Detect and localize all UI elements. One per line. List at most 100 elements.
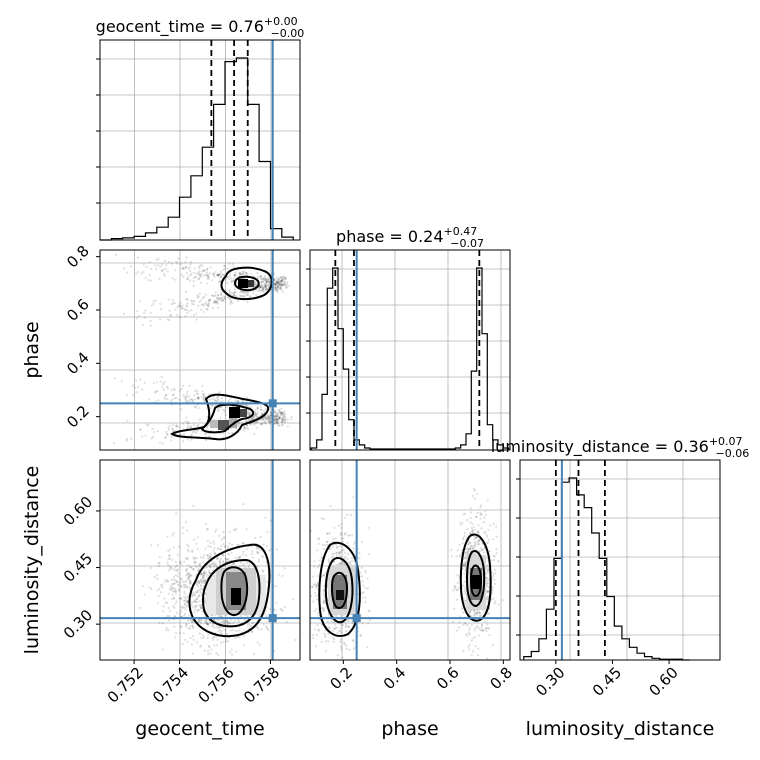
sample-point [191, 302, 194, 306]
sample-point [353, 541, 357, 544]
sample-point [222, 622, 225, 625]
sample-point [287, 284, 290, 287]
sample-point [256, 550, 259, 554]
sample-point [368, 619, 372, 622]
sample-point [280, 608, 283, 611]
sample-point [186, 640, 189, 643]
sample-point [203, 269, 207, 272]
sample-point [480, 512, 483, 516]
sample-point [275, 417, 278, 420]
sample-point [175, 314, 179, 317]
sample-point [264, 286, 267, 289]
sample-point [257, 552, 260, 555]
sample-point [194, 432, 197, 435]
sample-point [190, 309, 193, 312]
sample-point [274, 284, 277, 287]
sample-point [468, 629, 471, 632]
sample-point [256, 276, 259, 279]
sample-point [165, 578, 168, 581]
sample-point [257, 407, 260, 410]
sample-point [212, 397, 215, 400]
sample-point [495, 548, 498, 551]
sample-point [225, 632, 228, 635]
sample-point [179, 301, 182, 305]
sample-point [142, 270, 145, 274]
sample-point [177, 589, 180, 592]
sample-point [156, 577, 159, 581]
yticks-lumdist: 0.300.450.60 [60, 493, 100, 642]
sample-point [222, 273, 225, 277]
sample-point [333, 526, 336, 530]
sample-point [161, 622, 164, 625]
sample-point [262, 418, 265, 421]
sample-point [226, 633, 229, 636]
sample-point [268, 281, 271, 284]
sample-point [203, 571, 206, 574]
sample-point [193, 600, 196, 603]
sample-point [181, 606, 184, 610]
sample-point [279, 411, 282, 414]
sample-point [187, 550, 190, 553]
sample-point [473, 545, 476, 548]
sample-point [186, 572, 189, 575]
sample-point [212, 563, 215, 566]
sample-point [170, 584, 173, 587]
sample-point [238, 556, 241, 559]
sample-point [359, 634, 362, 638]
sample-point [280, 280, 284, 283]
sample-point [158, 561, 161, 565]
sample-point [180, 273, 183, 276]
sample-point [202, 575, 205, 578]
sample-point [162, 610, 165, 613]
sample-point [167, 426, 170, 429]
sample-point [198, 418, 201, 421]
sample-point [242, 542, 245, 545]
sample-point [136, 386, 139, 389]
sample-point [213, 644, 216, 647]
sample-point [205, 439, 208, 442]
sample-point [215, 626, 218, 629]
sample-point [222, 530, 225, 534]
sample-point [175, 424, 178, 427]
sample-point [273, 420, 276, 423]
sample-point [239, 555, 242, 558]
sample-point [273, 422, 277, 425]
sample-point [207, 275, 210, 278]
sample-point [205, 271, 209, 274]
sample-point [191, 431, 194, 434]
sample-point [283, 606, 286, 609]
sample-point [203, 393, 206, 396]
sample-point [198, 619, 201, 622]
sample-point [185, 569, 188, 572]
sample-point [222, 299, 225, 302]
sample-point [188, 573, 191, 576]
sample-point [190, 438, 193, 441]
sample-point [473, 629, 476, 632]
sample-point [226, 620, 229, 623]
sample-point [206, 268, 209, 271]
sample-point [485, 536, 488, 539]
sample-point [184, 266, 187, 269]
sample-point [241, 272, 244, 276]
sample-point [185, 569, 188, 572]
sample-point [204, 547, 207, 550]
sample-point [197, 536, 200, 539]
sample-point [192, 399, 195, 402]
xtick-label-geocent_time: 0.754 [149, 664, 192, 707]
sample-point [216, 557, 219, 560]
sample-point [256, 565, 259, 568]
sample-point [280, 283, 283, 286]
sample-point [168, 557, 171, 560]
sample-point [162, 388, 165, 391]
sample-point [156, 430, 159, 433]
sample-point [229, 622, 232, 625]
sample-point [260, 628, 263, 631]
sample-point [361, 575, 364, 578]
sample-point [215, 635, 218, 639]
sample-point [275, 418, 278, 421]
sample-point [139, 378, 142, 381]
sample-point [273, 284, 276, 287]
sample-point [174, 590, 177, 593]
sample-point [207, 633, 210, 636]
sample-point [200, 578, 203, 581]
